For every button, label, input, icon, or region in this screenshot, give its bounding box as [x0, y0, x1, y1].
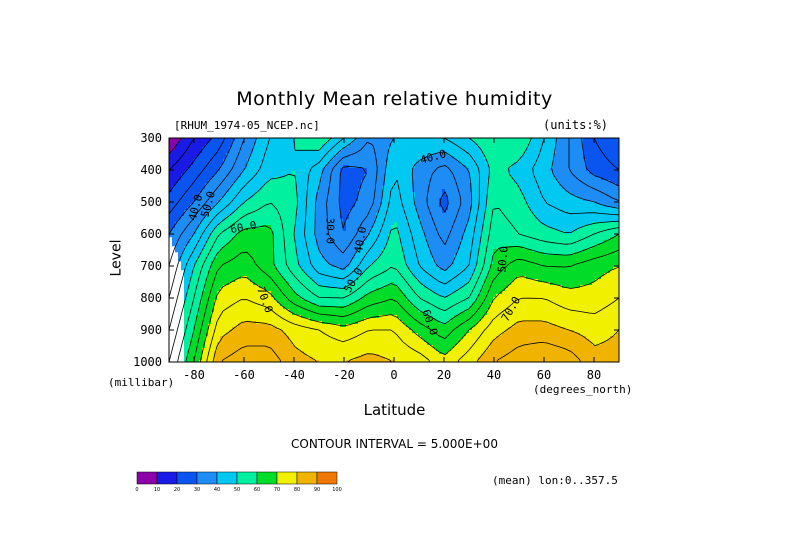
- x-tick-label: -40: [283, 368, 305, 382]
- contour-label: 40.0: [352, 226, 369, 254]
- x-tick-label: 40: [487, 368, 501, 382]
- contour-interval-text: CONTOUR INTERVAL = 5.000E+00: [291, 437, 498, 451]
- contour-lines: [169, 138, 619, 362]
- colorbar-swatch: [196, 471, 218, 485]
- x-tick-label: 60: [537, 368, 551, 382]
- y-tick-label: 900: [140, 323, 162, 337]
- x-axis-label: Latitude: [363, 401, 426, 419]
- colorbar-swatch: [236, 471, 258, 485]
- colorbar-swatch: [216, 471, 238, 485]
- file-label: [RHUM_1974-05_NCEP.nc]: [174, 119, 320, 132]
- y-tick-label: 500: [140, 195, 162, 209]
- contour-label: 60.0: [229, 219, 257, 236]
- contour-label: 50.0: [495, 246, 510, 274]
- colorbar-label: 20: [174, 487, 180, 493]
- colorbar-swatch: [176, 471, 198, 485]
- x-tick-label: -60: [233, 368, 255, 382]
- colorbar-label: 100: [332, 487, 342, 493]
- colorbar-label: 90: [314, 487, 320, 493]
- x-tick-label: -80: [183, 368, 205, 382]
- y-tick-label: 400: [140, 163, 162, 177]
- x-tick-label: -20: [333, 368, 355, 382]
- colorbar-swatch: [136, 471, 158, 485]
- y-tick-label: 600: [140, 227, 162, 241]
- colorbar-swatch: [276, 471, 298, 485]
- x-tick-label: 20: [437, 368, 451, 382]
- units-label: (units:%): [543, 118, 609, 132]
- contour-label: 30.0: [324, 218, 337, 245]
- colorbar-label: 0: [135, 487, 138, 493]
- x-axis-units: (degrees_north): [533, 383, 633, 396]
- colorbar-label: 80: [294, 487, 300, 493]
- colorbar-label: 10: [154, 487, 160, 493]
- colorbar-swatch: [256, 471, 278, 485]
- chart-title: Monthly Mean relative humidity: [236, 88, 553, 110]
- colorbar-label: 60: [254, 487, 260, 493]
- mean-info-text: (mean) lon:0..357.5: [492, 474, 618, 487]
- y-tick-label: 300: [140, 131, 162, 145]
- colorbar-label: 70: [274, 487, 280, 493]
- colorbar-label: 50: [234, 487, 240, 493]
- colorbar-label: 40: [214, 487, 220, 493]
- y-tick-label: 800: [140, 291, 162, 305]
- colorbar-swatch: [156, 471, 178, 485]
- x-tick-label: 80: [587, 368, 601, 382]
- colorbar-swatch: [316, 471, 338, 485]
- x-tick-label: 0: [390, 368, 397, 382]
- y-tick-label: 1000: [133, 355, 162, 369]
- colorbar-label: 30: [194, 487, 200, 493]
- y-tick-label: 700: [140, 259, 162, 273]
- colorbar-swatch: [296, 471, 318, 485]
- y-axis-label: Level: [108, 239, 125, 277]
- y-axis-units: (millibar): [108, 376, 175, 389]
- filled-contour-field: [169, 138, 619, 362]
- contour-path: [169, 138, 619, 362]
